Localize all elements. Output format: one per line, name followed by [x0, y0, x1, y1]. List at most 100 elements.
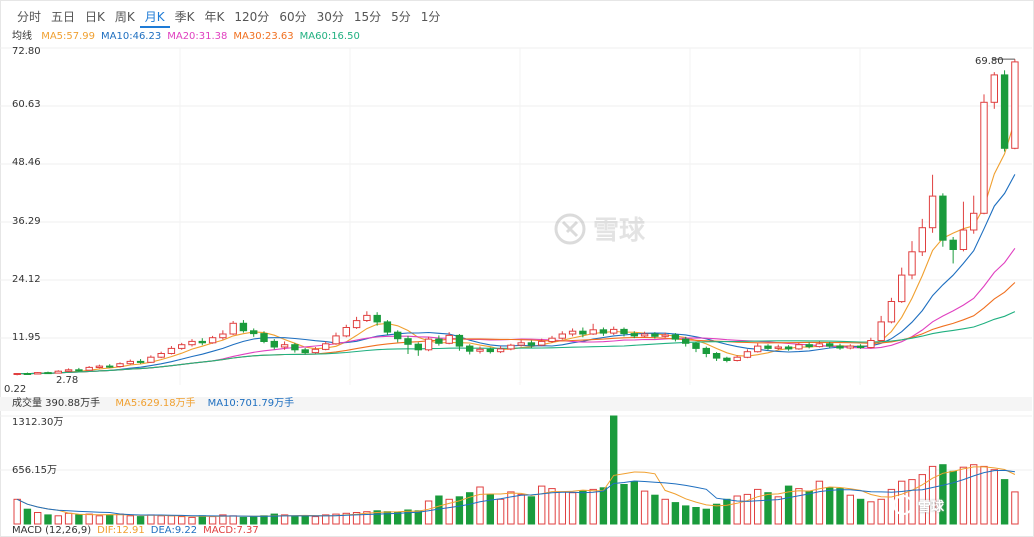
candle-body: [486, 348, 495, 353]
volume-legend-item: MA10:701.79万手: [207, 398, 295, 409]
tab-4[interactable]: 月K: [139, 6, 170, 28]
volume-bar: [75, 514, 83, 525]
candle-body: [692, 342, 700, 349]
candle-body: [712, 353, 721, 359]
volume-bar: [157, 515, 165, 525]
volume-bar: [548, 488, 556, 525]
price-axis-label: 24.12: [12, 274, 41, 285]
candle-body: [342, 327, 351, 337]
candle-body: [75, 369, 83, 372]
volume-bar: [959, 466, 968, 525]
volume-bar: [682, 505, 690, 525]
volume-bar: [836, 488, 844, 525]
candle-body: [980, 101, 988, 214]
volume-bar: [126, 515, 134, 525]
price-axis-label: 36.29: [12, 216, 41, 227]
volume-bar: [95, 515, 104, 525]
watermark: 雪球: [553, 210, 645, 247]
volume-bar: [116, 513, 124, 525]
volume-bar: [630, 481, 638, 525]
volume-bar: [877, 498, 885, 525]
volume-bar: [589, 488, 597, 525]
tab-0[interactable]: 分时: [17, 10, 42, 24]
tab-5[interactable]: 季K: [174, 10, 195, 24]
ma-legend-item: MA20:31.38: [167, 31, 228, 42]
candle-body: [887, 301, 896, 323]
candle-body: [34, 372, 42, 375]
candle-body: [661, 334, 669, 337]
tab-12[interactable]: 1分: [420, 10, 441, 24]
watermark-corner: 雪球: [892, 494, 944, 516]
volume-bar: [949, 470, 957, 525]
tab-6[interactable]: 年K: [204, 10, 225, 24]
candle-body: [54, 370, 62, 374]
candle-body: [949, 239, 957, 250]
candle-body: [795, 344, 803, 350]
candle-body: [702, 347, 710, 354]
candle-body: [116, 363, 124, 368]
candle-body: [383, 321, 392, 333]
tab-2[interactable]: 日K: [85, 10, 105, 24]
ma-legend: 均线 MA5:57.99 MA10:46.23 MA20:31.38 MA30:23.…: [12, 31, 366, 43]
tab-8[interactable]: 60分: [279, 10, 307, 24]
candle-body: [291, 344, 299, 351]
volume-bar: [980, 465, 988, 525]
volume-bar: [671, 502, 680, 525]
candle-body: [527, 342, 536, 346]
candle-body: [198, 340, 207, 344]
volume-bar: [754, 488, 762, 525]
candle-body: [85, 366, 93, 371]
volume-legend-item: MA5:629.18万手: [115, 398, 196, 409]
candle-body: [496, 348, 505, 353]
ma-legend-item: MA30:23.63: [233, 31, 294, 42]
tab-9[interactable]: 30分: [316, 10, 344, 24]
watermark-corner-text: 雪球: [918, 499, 945, 515]
macd-legend-item: MACD (12,26,9): [12, 525, 92, 536]
candle-body: [424, 338, 433, 351]
candle-body: [826, 343, 834, 347]
candle-body: [435, 338, 443, 344]
volume-bar: [352, 512, 361, 525]
tab-11[interactable]: 5分: [391, 10, 411, 24]
volume-bar: [394, 512, 402, 525]
volume-bar: [702, 508, 710, 525]
candle-body: [939, 195, 947, 241]
candle-body: [178, 344, 186, 349]
candle-body: [538, 340, 546, 346]
volume-bar: [527, 496, 536, 525]
price-axis-label: 48.46: [12, 157, 41, 168]
candle-body: [856, 345, 865, 349]
candle-body: [13, 373, 21, 375]
price-low-marker: 2.78: [56, 375, 79, 386]
volume-bar: [455, 496, 464, 525]
volume-bar: [939, 464, 947, 525]
volume-bar: [250, 516, 258, 525]
candle-body: [167, 347, 176, 354]
tab-7[interactable]: 120分: [234, 10, 270, 24]
volume-bar: [733, 495, 741, 525]
candle-body: [959, 229, 968, 250]
candle-body: [908, 251, 916, 276]
candle-body: [332, 335, 340, 345]
volume-bar: [208, 516, 217, 525]
price-axis-label: 72.80: [12, 46, 41, 57]
macd-legend: MACD (12,26,9) DIF:12.91 DEA:9.22 MACD:7.37: [12, 525, 265, 537]
macd-legend-item: MACD:7.37: [203, 525, 259, 536]
candle-body: [517, 342, 525, 346]
tab-3[interactable]: 周K: [114, 10, 135, 24]
candle-body: [229, 322, 237, 335]
candle-body: [363, 314, 371, 321]
volume-axis-label: 656.15万: [12, 465, 57, 476]
tab-10[interactable]: 15分: [353, 10, 382, 24]
volume-bar: [743, 493, 752, 525]
candle-body: [651, 333, 659, 337]
volume-bar: [229, 515, 237, 525]
tab-1[interactable]: 五日: [51, 10, 76, 24]
volume-bar: [85, 513, 93, 525]
volume-bar: [260, 515, 268, 525]
volume-bar: [311, 516, 320, 525]
volume-legend-title: 成交量 390.88万手: [12, 398, 101, 409]
volume-bar: [188, 516, 196, 525]
candle-body: [620, 328, 628, 335]
